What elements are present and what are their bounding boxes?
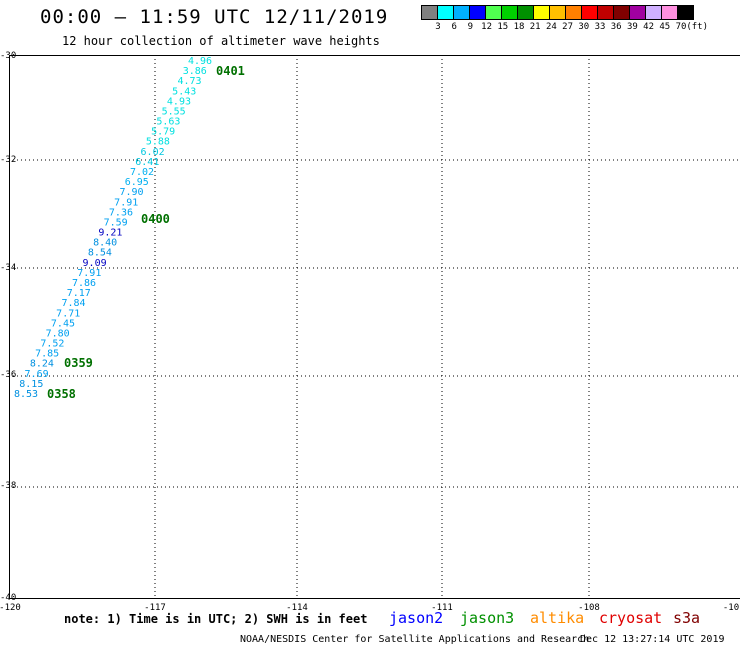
- wave-height-value: 7.85: [35, 349, 59, 360]
- wave-height-value: 6.02: [141, 147, 165, 158]
- color-scale-label: 70: [675, 22, 687, 32]
- wave-height-value: 8.40: [93, 238, 117, 249]
- wave-height-value: 7.17: [67, 288, 91, 299]
- color-scale-bar: [421, 5, 694, 20]
- color-scale-label: 30: [578, 22, 590, 32]
- pass-time-label: 0400: [141, 212, 170, 226]
- lon-label: -117: [144, 603, 166, 613]
- wave-height-value: 7.84: [61, 298, 85, 309]
- wave-height-value: 4.73: [177, 76, 201, 87]
- wave-height-value: 7.36: [109, 207, 133, 218]
- pass-time-labels: 0401 0400 0359 0358: [47, 64, 245, 401]
- gridlines: [9, 55, 740, 599]
- wave-height-track: 4.963.864.735.434.935.555.635.795.886.02…: [14, 56, 212, 400]
- color-scale-label: 39: [626, 22, 638, 32]
- page-subtitle: 12 hour collection of altimeter wave hei…: [62, 34, 380, 48]
- credit-line: NOAA/NESDIS Center for Satellite Applica…: [240, 634, 590, 645]
- page-title: 00:00 – 11:59 UTC 12/11/2019: [40, 6, 389, 28]
- color-scale-label: 36: [610, 22, 622, 32]
- wave-height-value: 5.55: [162, 106, 186, 117]
- wave-height-value: 4.93: [167, 96, 191, 107]
- color-scale-label: 6: [451, 22, 457, 32]
- color-scale-label: 15: [497, 22, 509, 32]
- legend-s3a: s3a: [673, 609, 701, 627]
- color-scale-label: 3: [435, 22, 441, 32]
- wave-height-value: 7.91: [77, 268, 101, 279]
- wave-height-value: 7.69: [25, 369, 49, 380]
- lat-label: -38: [0, 481, 17, 491]
- wave-height-value: 7.45: [51, 318, 75, 329]
- lon-label: -111: [431, 603, 453, 613]
- wave-height-value: 5.79: [151, 127, 175, 138]
- wave-height-value: 8.15: [19, 379, 43, 390]
- wave-height-value: 7.52: [40, 339, 64, 350]
- wave-height-value: 8.24: [30, 359, 54, 370]
- legend-cryosat: cryosat: [599, 609, 663, 627]
- wave-height-value: 5.63: [156, 117, 180, 128]
- legend-altika: altika: [530, 609, 585, 627]
- wave-height-value: 8.53: [14, 389, 38, 400]
- color-scale-label: 27: [562, 22, 574, 32]
- wave-height-value: 3.86: [183, 66, 207, 77]
- lon-label: -120: [0, 603, 21, 613]
- legend-jason3: jason3: [460, 609, 515, 627]
- lat-label: -30: [0, 51, 17, 61]
- wave-height-value: 6.95: [125, 177, 149, 188]
- color-scale-label: 9: [467, 22, 474, 32]
- lat-label: -40: [0, 593, 17, 603]
- lat-label: -36: [0, 370, 17, 380]
- wave-height-value: 6.41: [135, 157, 159, 168]
- legend-jason2: jason2: [389, 609, 444, 627]
- map-plot-frame: [9, 55, 740, 599]
- wave-height-value: 7.71: [56, 308, 80, 319]
- wave-height-value: 7.91: [114, 197, 138, 208]
- wave-height-value: 7.86: [72, 278, 96, 289]
- wave-height-value: 5.88: [146, 137, 170, 148]
- lon-label: -114: [286, 603, 308, 613]
- wave-height-value: 7.80: [46, 328, 70, 339]
- color-scale-label: 21: [529, 22, 541, 32]
- color-scale-label: (ft): [686, 22, 709, 32]
- color-scale-label: 42: [643, 22, 655, 32]
- wave-height-value: 5.43: [172, 86, 196, 97]
- lat-label: -34: [0, 263, 17, 273]
- color-scale-swatch: [677, 5, 694, 20]
- wave-height-value: 4.96: [188, 56, 212, 67]
- wave-height-value: 7.59: [104, 217, 128, 228]
- footer-note: note: 1) Time is in UTC; 2) SWH is in fe…: [64, 612, 368, 626]
- wave-height-value: 9.21: [98, 228, 122, 239]
- pass-time-label: 0358: [47, 387, 76, 401]
- color-scale-label: 33: [594, 22, 606, 32]
- color-scale-label: 12: [481, 22, 493, 32]
- pass-time-label: 0401: [216, 64, 245, 78]
- lon-label: -10: [722, 603, 740, 613]
- color-scale-label: 18: [513, 22, 525, 32]
- wave-height-value: 7.02: [130, 167, 154, 178]
- wave-height-value: 7.90: [119, 187, 143, 198]
- color-scale-label: 24: [545, 22, 557, 32]
- wave-height-value: 8.54: [88, 248, 112, 259]
- generated-timestamp: Dec 12 13:27:14 UTC 2019: [580, 634, 725, 645]
- color-scale-label: 45: [659, 22, 671, 32]
- lon-label: -108: [578, 603, 600, 613]
- pass-time-label: 0359: [64, 356, 93, 370]
- wave-height-value: 9.09: [83, 258, 107, 269]
- lat-label: -32: [0, 155, 17, 165]
